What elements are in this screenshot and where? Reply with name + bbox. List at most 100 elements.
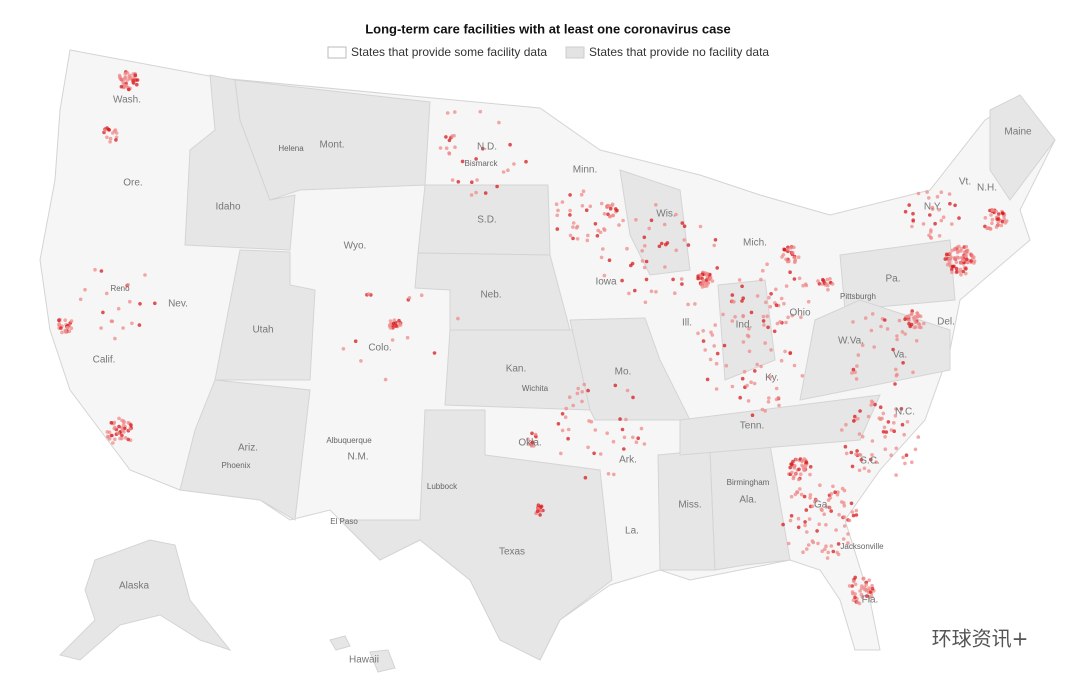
facility-dot xyxy=(964,267,968,271)
facility-dot xyxy=(806,543,811,547)
facility-dot xyxy=(120,433,124,438)
legend-label: States that provide some facility data xyxy=(351,45,547,59)
facility-dot xyxy=(643,300,648,305)
facility-dot xyxy=(698,224,703,229)
state-label: Pa. xyxy=(885,274,900,285)
facility-dot xyxy=(786,541,791,546)
facility-dot xyxy=(665,241,670,245)
state-label: Iowa xyxy=(595,277,617,288)
facility-dot xyxy=(497,120,501,125)
facility-dot xyxy=(799,315,803,320)
state-label: Ala. xyxy=(739,495,756,506)
facility-dot xyxy=(767,396,771,400)
city-label: Lubbock xyxy=(427,482,458,491)
state-label: W.Va. xyxy=(838,336,864,347)
facility-dot xyxy=(674,248,678,253)
facility-dot xyxy=(881,411,886,416)
facility-dot xyxy=(796,525,801,530)
facility-dot xyxy=(939,190,944,194)
facility-dot xyxy=(803,520,807,524)
facility-dot xyxy=(857,468,862,473)
facility-dot xyxy=(715,266,719,270)
facility-dot xyxy=(828,496,833,500)
state-label: Calif. xyxy=(93,355,116,366)
facility-dot xyxy=(113,425,117,430)
facility-dot xyxy=(867,469,871,473)
facility-dot xyxy=(708,275,713,280)
facility-dot xyxy=(712,344,716,348)
facility-dot xyxy=(850,464,855,469)
facility-dot xyxy=(794,457,799,462)
facility-dot xyxy=(593,428,598,432)
facility-dot xyxy=(444,135,448,139)
facility-dot xyxy=(1004,219,1009,223)
facility-dot xyxy=(536,506,540,511)
facility-dot xyxy=(733,315,737,319)
facility-dot xyxy=(983,216,988,220)
facility-dot xyxy=(994,209,998,214)
facility-dot xyxy=(964,244,969,249)
facility-dot xyxy=(842,488,847,493)
facility-dot xyxy=(894,407,898,411)
facility-dot xyxy=(643,244,647,248)
facility-dot xyxy=(57,318,61,323)
state-no-data xyxy=(619,169,691,276)
facility-dot xyxy=(889,453,893,458)
facility-dot xyxy=(805,530,809,534)
facility-dot xyxy=(835,550,839,555)
city-labels: Helena Bismarck Reno Wichita Albuquerque… xyxy=(110,144,884,551)
facility-dot xyxy=(829,544,834,548)
facility-dot xyxy=(814,498,818,503)
facility-dot xyxy=(671,277,675,282)
facility-dot xyxy=(153,301,157,306)
facility-dot xyxy=(589,419,594,424)
facility-dot xyxy=(131,78,135,83)
facility-dot xyxy=(624,417,628,422)
facility-dot xyxy=(123,76,127,80)
state-label: Wyo. xyxy=(344,241,367,252)
facility-dot xyxy=(820,549,824,553)
facility-dot xyxy=(927,196,931,200)
facility-dot xyxy=(740,299,744,303)
facility-dot xyxy=(892,429,896,434)
legend-swatch xyxy=(565,46,585,59)
facility-dot xyxy=(953,256,957,261)
facility-dot xyxy=(762,323,766,327)
facility-dot xyxy=(841,537,846,541)
facility-dot xyxy=(593,222,598,226)
facility-dot xyxy=(598,452,603,456)
facility-dot xyxy=(793,260,797,265)
facility-dot xyxy=(128,299,132,304)
facility-dot xyxy=(775,321,780,326)
facility-dot xyxy=(927,233,931,238)
facility-dot xyxy=(913,314,917,319)
facility-dot xyxy=(131,81,136,85)
facility-dot xyxy=(829,509,833,513)
facility-dot xyxy=(611,439,616,444)
facility-dot xyxy=(533,432,538,437)
facility-dot xyxy=(810,539,815,543)
facility-dot xyxy=(560,428,565,433)
facility-dot xyxy=(608,206,613,211)
facility-dot xyxy=(583,475,588,480)
facility-dot xyxy=(745,333,750,338)
facility-dot xyxy=(822,512,826,516)
hawaii xyxy=(329,635,351,651)
facility-dot xyxy=(844,451,849,456)
facility-dot xyxy=(539,508,543,513)
facility-dot xyxy=(950,222,954,226)
facility-dot xyxy=(126,420,131,425)
facility-dot xyxy=(407,296,412,300)
facility-dot xyxy=(556,422,561,426)
facility-dot xyxy=(581,189,586,193)
facility-dot xyxy=(842,524,847,528)
facility-dot xyxy=(559,451,563,456)
facility-dot xyxy=(808,465,813,469)
facility-dot xyxy=(880,416,884,421)
facility-dot xyxy=(815,529,819,533)
facility-dot xyxy=(625,246,629,251)
facility-dot xyxy=(828,277,832,281)
facility-dot xyxy=(912,318,917,322)
facility-dot xyxy=(854,377,859,381)
facility-dot xyxy=(483,191,488,195)
